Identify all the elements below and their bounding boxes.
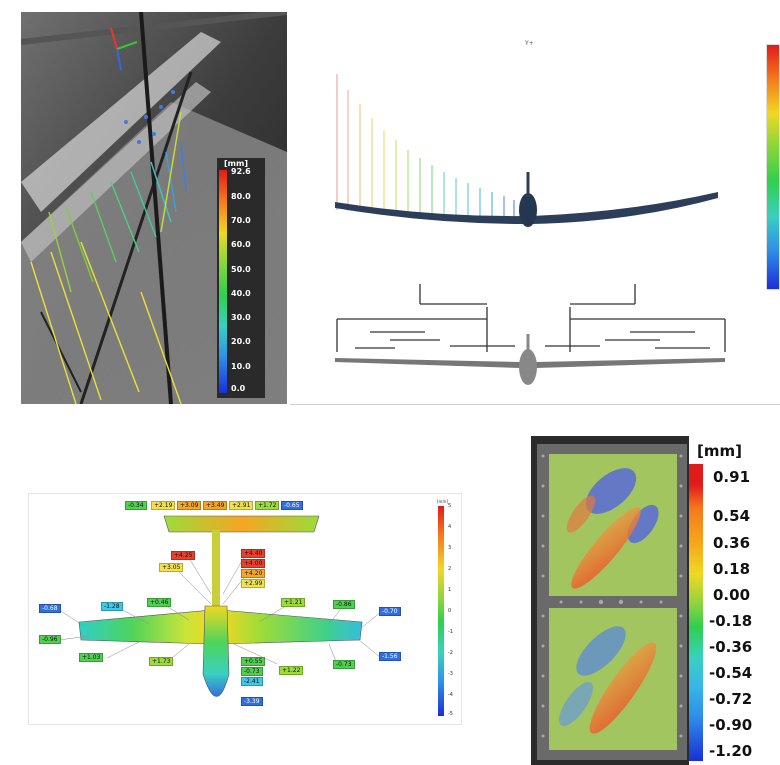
scale-value: -3: [448, 671, 453, 677]
scale-value: 60.0: [231, 240, 251, 249]
aircraft-deformation-drawing: [58, 515, 382, 697]
scale-value: 30.0: [231, 313, 251, 322]
value-label: -0.68: [39, 604, 61, 613]
deformation-color-bar: [438, 506, 444, 716]
value-label: +0.46: [147, 598, 172, 607]
scale-value: -0.18: [709, 612, 753, 630]
value-label: +4.20: [241, 569, 266, 578]
scale-value: 1: [448, 587, 452, 593]
scale-value: 70.0: [231, 216, 251, 225]
value-label: +1.73: [149, 657, 174, 666]
scale-value: 0.54: [713, 507, 751, 525]
value-label: +3.09: [177, 501, 202, 510]
value-label: +1.72: [255, 501, 280, 510]
scale-value: 3: [448, 545, 452, 551]
scale-value: 0.91: [713, 468, 751, 486]
value-label: +2.99: [241, 579, 266, 588]
scale-value: 50.0: [231, 265, 251, 274]
scale-value: 0.0: [231, 384, 246, 393]
value-label: +1.21: [281, 598, 306, 607]
aircraft-deformation-panel: -0.34 +2.19 +3.09 +3.49 +2.91 +1.72 -0.6…: [28, 493, 462, 725]
scale-value: -4: [448, 692, 453, 698]
scale-title: [mm]: [437, 499, 448, 504]
scale-value: -2: [448, 650, 453, 656]
scale-value: -5: [448, 711, 453, 717]
scale-value: 2: [448, 566, 452, 572]
value-label: -0.96: [39, 635, 61, 644]
value-label: +2.91: [229, 501, 254, 510]
scale-value: 0.00: [713, 586, 751, 604]
value-label: -3.39: [241, 697, 263, 706]
value-label: -0.73: [241, 667, 263, 676]
scale-value: 80.0: [231, 192, 251, 201]
value-label: +0.55: [241, 657, 266, 666]
panel-deformation-photo: [mm] 0.91 0.54 0.36 0.18 0.00 -0.18 -0.3…: [531, 436, 761, 765]
scale-value: 0.36: [713, 534, 751, 552]
scale-value: -0.36: [709, 638, 753, 656]
value-label: -1.56: [379, 652, 401, 661]
value-label: +4.25: [171, 551, 196, 560]
scale-value: 92.6: [231, 167, 251, 176]
value-label: -1.28: [101, 602, 123, 611]
panel-deformation-drawing: [537, 444, 687, 760]
scale-value: 40.0: [231, 289, 251, 298]
value-label: +1.03: [79, 653, 104, 662]
scale-value: -0.90: [709, 716, 753, 734]
wing-deflection-drawing: [335, 74, 726, 385]
value-label: -0.73: [333, 660, 355, 669]
scale-value: -1: [448, 629, 453, 635]
scale-value: 20.0: [231, 337, 251, 346]
displacement-color-bar: [219, 170, 227, 393]
scale-value: 0: [448, 608, 452, 614]
scale-title: [mm]: [697, 442, 742, 460]
value-label: -2.41: [241, 677, 263, 686]
scale-value: -0.54: [709, 664, 753, 682]
scale-value: -1.20: [709, 742, 753, 760]
value-label: -0.70: [379, 607, 401, 616]
wing-test-photo-panel: [mm] 92.6 80.0 70.0 60.0 50.0 40.0 30.0 …: [21, 12, 287, 404]
deflection-color-bar: [766, 44, 780, 290]
scale-value: 4: [448, 524, 452, 530]
panel-divider: [290, 404, 780, 405]
scale-value: 10.0: [231, 362, 251, 371]
value-label: +2.19: [151, 501, 176, 510]
value-label: +1.22: [279, 666, 304, 675]
scale-title: [mm]: [224, 159, 248, 168]
value-label: -0.86: [333, 600, 355, 609]
scale-value: -0.72: [709, 690, 753, 708]
value-label: -0.34: [125, 501, 147, 510]
value-label: +3.49: [203, 501, 228, 510]
view-axis-label: Y+: [525, 40, 534, 47]
scale-value: 0.18: [713, 560, 751, 578]
value-label: -0.65: [281, 501, 303, 510]
value-label: +3.05: [159, 563, 184, 572]
deformation-color-bar: [689, 464, 703, 761]
scale-value: 5: [448, 503, 452, 509]
value-label: +4.40: [241, 549, 266, 558]
value-label: +4.00: [241, 559, 266, 568]
wing-deflection-view-panel: Y+: [300, 12, 780, 404]
